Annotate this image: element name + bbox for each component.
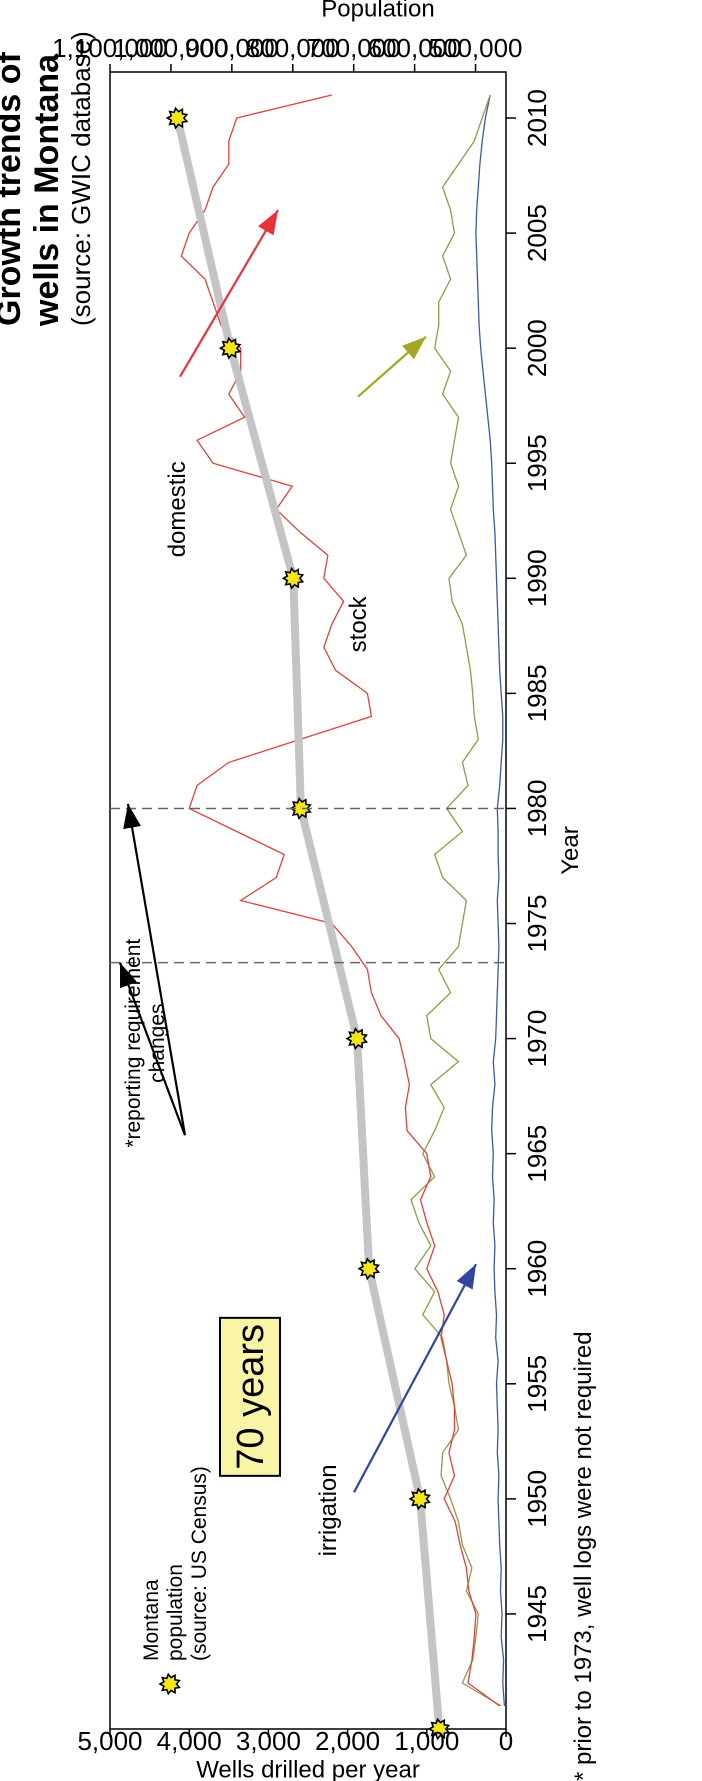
series-line-irrigation bbox=[475, 94, 506, 1707]
x-tick-label: 1995 bbox=[522, 434, 552, 492]
x-tick-label: 1955 bbox=[522, 1355, 552, 1413]
stock-label: stock bbox=[345, 595, 372, 652]
legend-population-line: population bbox=[164, 1564, 187, 1661]
y-tick-label: 3,000 bbox=[236, 1726, 301, 1756]
reporting-arrow-1973-shaft bbox=[118, 962, 187, 1136]
population-marker bbox=[408, 1487, 432, 1511]
irrigation-arrow-shaft bbox=[353, 1263, 477, 1493]
domestic-label: domestic bbox=[164, 461, 191, 557]
x-tick-label: 2000 bbox=[522, 319, 552, 377]
population-line bbox=[173, 117, 444, 1730]
y2-tick-label: 1,000,000 bbox=[113, 33, 229, 63]
y-tick-label: 2,000 bbox=[315, 1726, 380, 1756]
population-marker bbox=[427, 1717, 451, 1741]
reporting-note-line: *reporting requirement bbox=[122, 939, 145, 1148]
x-tick-label: 1970 bbox=[522, 1010, 552, 1068]
x-tick-label: 2010 bbox=[522, 89, 552, 147]
y-tick-label: 1,000 bbox=[394, 1726, 459, 1756]
population-marker bbox=[165, 106, 189, 130]
chart-title-source: (source: GWIC database) bbox=[66, 31, 96, 326]
x-tick-label: 1950 bbox=[522, 1470, 552, 1528]
years-box-label: 70 years bbox=[230, 1324, 272, 1470]
years-box bbox=[219, 1316, 281, 1477]
y2-tick-label: 600,000 bbox=[368, 33, 462, 63]
reporting-arrow-1980-head bbox=[123, 803, 141, 830]
y-tick-label: 4,000 bbox=[157, 1726, 222, 1756]
population-marker bbox=[281, 566, 305, 590]
domestic-arrow-shaft bbox=[179, 209, 279, 378]
x-axis-title: Year bbox=[557, 826, 584, 875]
x-tick-label: 1975 bbox=[522, 895, 552, 953]
irrigation-label: irrigation bbox=[315, 1464, 342, 1556]
y2-tick-label: 1,100,000 bbox=[52, 33, 168, 63]
y-tick-label: 0 bbox=[499, 1726, 513, 1756]
population-marker bbox=[345, 1027, 369, 1050]
plot-frame bbox=[109, 71, 507, 1730]
legend-population-line: Montana bbox=[140, 1579, 163, 1661]
y2-axis-title: Population bbox=[321, 0, 434, 22]
legend-star-icon bbox=[158, 1672, 181, 1696]
population-marker bbox=[218, 336, 242, 360]
x-tick-label: 1985 bbox=[522, 664, 552, 722]
x-tick-label: 1965 bbox=[522, 1125, 552, 1183]
series-line-domestic bbox=[180, 94, 501, 1707]
chart-title-line1: Growth trends of bbox=[0, 51, 28, 326]
domestic-arrow-head bbox=[258, 210, 278, 236]
y2-tick-label: 500,000 bbox=[429, 33, 523, 63]
stock-arrow-head bbox=[402, 336, 426, 360]
reporting-arrow-1973-head bbox=[120, 962, 137, 989]
irrigation-arrow-head bbox=[456, 1264, 476, 1290]
x-tick-label: 2005 bbox=[522, 204, 552, 262]
chart-title-line2: wells in Montana bbox=[28, 53, 66, 327]
reporting-arrow-1980-shaft bbox=[126, 803, 187, 1136]
y-axis-title: Wells drilled per year bbox=[196, 1756, 420, 1781]
x-tick-label: 1960 bbox=[522, 1240, 552, 1298]
x-tick-label: 1980 bbox=[522, 780, 552, 838]
reporting-note-line: changes bbox=[146, 1003, 169, 1082]
population-marker bbox=[357, 1257, 381, 1281]
y2-tick-label: 900,000 bbox=[185, 33, 279, 63]
x-tick-label: 1945 bbox=[522, 1585, 552, 1643]
y2-tick-label: 700,000 bbox=[307, 33, 401, 63]
legend-population-line: (source: US Census) bbox=[188, 1466, 211, 1661]
y-tick-label: 5,000 bbox=[77, 1726, 142, 1756]
x-tick-label: 1990 bbox=[522, 549, 552, 607]
footnote: * prior to 1973, well logs were not requ… bbox=[570, 1331, 597, 1781]
y2-tick-label: 800,000 bbox=[246, 33, 340, 63]
